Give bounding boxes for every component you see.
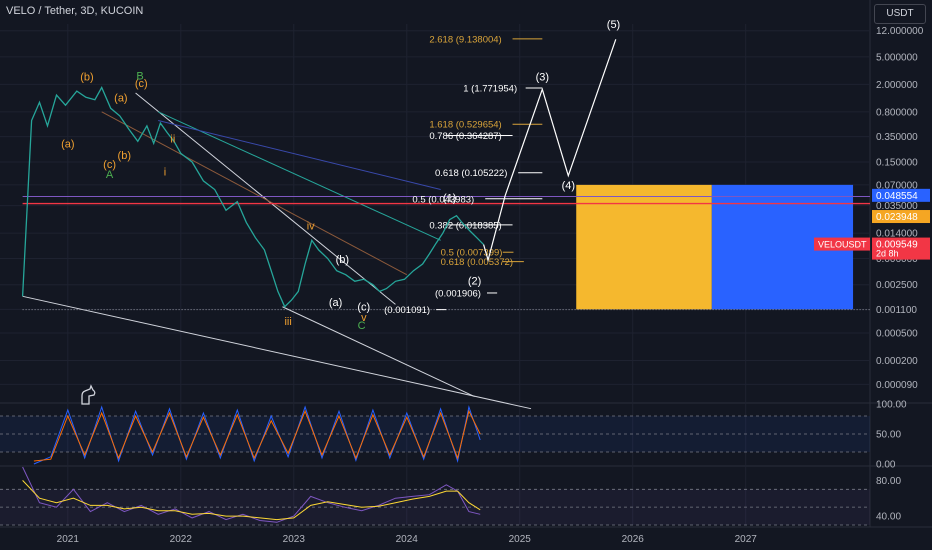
- wave-label: (5): [607, 19, 620, 31]
- y-tick-label: 0.014000: [876, 229, 918, 240]
- fib-label: 0.618 (0.105222): [435, 168, 507, 179]
- fib-label: 0.5 (0.043983): [412, 194, 474, 205]
- price-tag: [872, 237, 930, 260]
- wave-label: (b): [118, 150, 131, 162]
- fib-label: 0.5 (0.007399): [441, 248, 503, 259]
- y-tick-label: 12.000000: [876, 26, 924, 37]
- x-tick-label: 2024: [396, 534, 419, 545]
- wave-labels: (5)(3)(4)(1)(2)(b)(c)B(a)(a)(b)(c)Aiiiiv…: [61, 19, 620, 332]
- price-axis: 12.000000 5.000000 2.000000 0.800000 0.35000…: [814, 26, 930, 391]
- y-tick-label: 0.001100: [876, 305, 917, 316]
- price-tag-symbol: [814, 237, 870, 251]
- x-tick-label: 2025: [509, 534, 532, 545]
- osc1-tick: 50.00: [876, 430, 901, 441]
- wave-label: (4): [562, 180, 575, 192]
- wave-label: A: [106, 169, 114, 181]
- wave-label: (b): [80, 72, 93, 84]
- fib-label: 2.618 (9.138004): [429, 34, 501, 45]
- y-tick-label: 2.000000: [876, 80, 918, 91]
- fib-label: 0.786 (0.364287): [429, 131, 501, 142]
- target-zones: [576, 184, 854, 310]
- price-tag: [872, 188, 930, 202]
- ma-trend-line: [158, 119, 441, 190]
- price-tag: [872, 210, 930, 224]
- fib-label: 1 (1.771954): [463, 84, 517, 95]
- x-tick-label: 2026: [622, 534, 645, 545]
- wave-label: v: [361, 312, 367, 324]
- wave-label: iii: [284, 316, 291, 328]
- osc2-tick: 40.00: [876, 512, 901, 523]
- wave-label: (2): [468, 275, 481, 287]
- stoch-rsi-pane: 100.00 50.00 0.00: [0, 400, 907, 471]
- rsi-pane: 80.00 40.00: [0, 466, 901, 526]
- wave-label: C: [358, 320, 366, 332]
- fib-label: (0.001906): [435, 288, 481, 299]
- stoch-d-line: [33, 409, 481, 462]
- price-tag-symbol-label: VELOUSDT: [818, 240, 867, 250]
- fib-label: 1.618 (0.529654): [429, 120, 501, 131]
- wave-label: (c): [357, 302, 370, 314]
- price-series: [21, 39, 617, 308]
- fib-label: (0.001091): [384, 305, 430, 316]
- wave-label: (c): [103, 159, 116, 171]
- x-tick-label: 2027: [735, 534, 758, 545]
- y-tick-label: 0.150000: [876, 158, 918, 169]
- rsi-ma-line: [22, 480, 481, 521]
- symbol-title: VELO / Tether, 3D, KUCOIN: [6, 5, 144, 17]
- y-tick-label: 0.350000: [876, 132, 918, 143]
- y-tick-label: 0.800000: [876, 107, 918, 118]
- wave-label: (3): [536, 72, 549, 84]
- wave-label: B: [136, 70, 143, 82]
- wave-label: i: [164, 166, 166, 178]
- y-tick-label: 0.070000: [876, 180, 918, 191]
- projection-path: [483, 39, 617, 263]
- upper-trend-line: [135, 92, 396, 305]
- y-tick-label: 0.000090: [876, 380, 918, 391]
- target-zone: [576, 184, 712, 310]
- wave-label: (c): [135, 78, 148, 90]
- wave-label: (a): [114, 92, 127, 104]
- wave-label: (b): [336, 254, 349, 266]
- time-axis: 2021 2022 2023 2024 2025 2026 2027: [57, 534, 758, 545]
- x-tick-label: 2023: [283, 534, 306, 545]
- price-tag-label: 0.023948: [876, 212, 918, 223]
- y-tick-label: 0.035000: [876, 201, 918, 212]
- price-tag-label: 0.009549: [876, 240, 918, 251]
- osc2-tick: 80.00: [876, 476, 901, 487]
- fib-label: 0.618 (0.005372): [441, 257, 513, 268]
- osc1-tick: 0.00: [876, 460, 896, 471]
- x-tick-label: 2022: [170, 534, 193, 545]
- wave-label: (a): [329, 297, 342, 309]
- y-tick-label: 5.000000: [876, 52, 918, 63]
- x-tick-label: 2021: [57, 534, 80, 545]
- price-tag-label: 0.048554: [876, 191, 918, 202]
- y-tick-label: 0.000200: [876, 356, 918, 367]
- wave-label: (1): [443, 192, 456, 204]
- lower-trend-line: [282, 306, 475, 397]
- tradingview-logo-icon: [81, 384, 96, 405]
- currency-selector[interactable]: USDT: [874, 4, 926, 24]
- price-line: [21, 86, 485, 308]
- y-tick-label: 0.000500: [876, 328, 918, 339]
- y-tick-label: 0.002500: [876, 280, 918, 291]
- ma-trend-line: [157, 111, 441, 241]
- wave-label: iv: [307, 221, 315, 233]
- lower-channel-line: [22, 295, 532, 410]
- wave-label: (a): [61, 138, 74, 150]
- wave-label: ii: [170, 133, 175, 145]
- price-tag-countdown: 2d 8h: [876, 249, 899, 259]
- osc1-tick: 100.00: [876, 400, 907, 411]
